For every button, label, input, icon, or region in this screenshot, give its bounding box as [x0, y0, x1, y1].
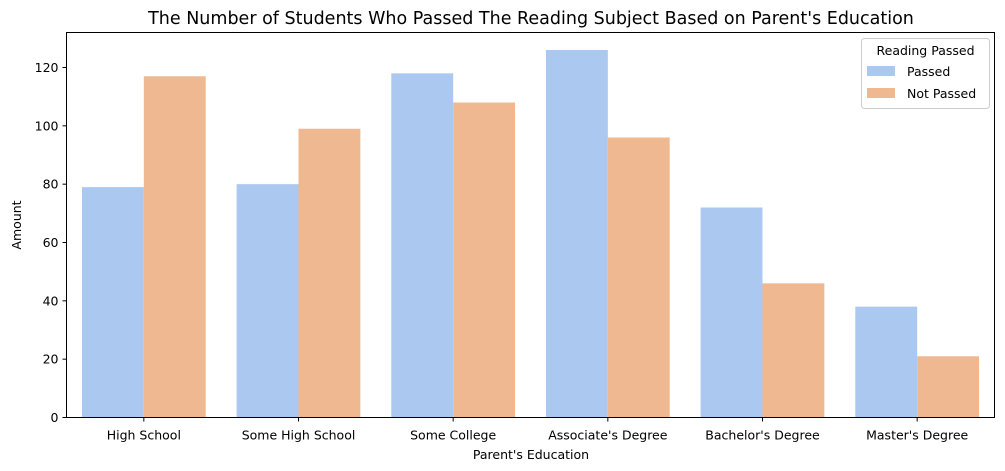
x-axis-label: Parent's Education	[473, 447, 589, 462]
bar-not-passed-associate-s-degree	[607, 137, 670, 418]
y-axis-ticks: 0 20 40 60 80 100 120	[35, 60, 67, 425]
bar-passed-bachelor-s-degree	[700, 207, 763, 418]
x-tick-label: High School	[107, 428, 181, 443]
legend-title: Reading Passed	[877, 43, 975, 58]
plot-frame	[66, 32, 995, 418]
x-tick-label: Bachelor's Degree	[705, 428, 820, 443]
x-tick-label: Associate's Degree	[548, 428, 668, 443]
legend-swatch-passed	[867, 66, 895, 76]
bar-not-passed-bachelor-s-degree	[762, 283, 825, 418]
legend-label-not-passed: Not Passed	[907, 86, 976, 101]
y-tick-label: 120	[35, 60, 59, 75]
y-tick-label: 80	[43, 177, 59, 192]
bars-group	[81, 50, 980, 418]
x-tick-label: Some High School	[242, 428, 356, 443]
legend-swatch-not-passed	[867, 88, 895, 98]
bar-not-passed-master-s-degree	[917, 356, 980, 418]
x-axis-ticks: High School Some High School Some College A…	[107, 417, 969, 443]
bar-passed-high-school	[81, 187, 144, 418]
legend-label-passed: Passed	[907, 64, 950, 79]
bar-not-passed-some-high-school	[298, 128, 361, 418]
bar-not-passed-high-school	[143, 76, 206, 418]
legend: Reading Passed Passed Not Passed	[861, 38, 990, 109]
y-tick-label: 0	[51, 410, 59, 425]
x-tick-label: Some College	[410, 428, 496, 443]
bar-passed-master-s-degree	[855, 306, 918, 418]
y-tick-label: 60	[43, 235, 59, 250]
bar-passed-some-high-school	[236, 184, 299, 418]
y-axis-label: Amount	[9, 200, 24, 249]
bar-passed-associate-s-degree	[545, 50, 608, 418]
y-tick-label: 40	[43, 293, 59, 308]
x-tick-label: Master's Degree	[866, 428, 968, 443]
bar-passed-some-college	[391, 73, 454, 418]
bar-not-passed-some-college	[453, 102, 516, 418]
y-tick-label: 20	[43, 352, 59, 367]
chart-title: The Number of Students Who Passed The Re…	[147, 9, 914, 29]
y-tick-label: 100	[35, 118, 59, 133]
